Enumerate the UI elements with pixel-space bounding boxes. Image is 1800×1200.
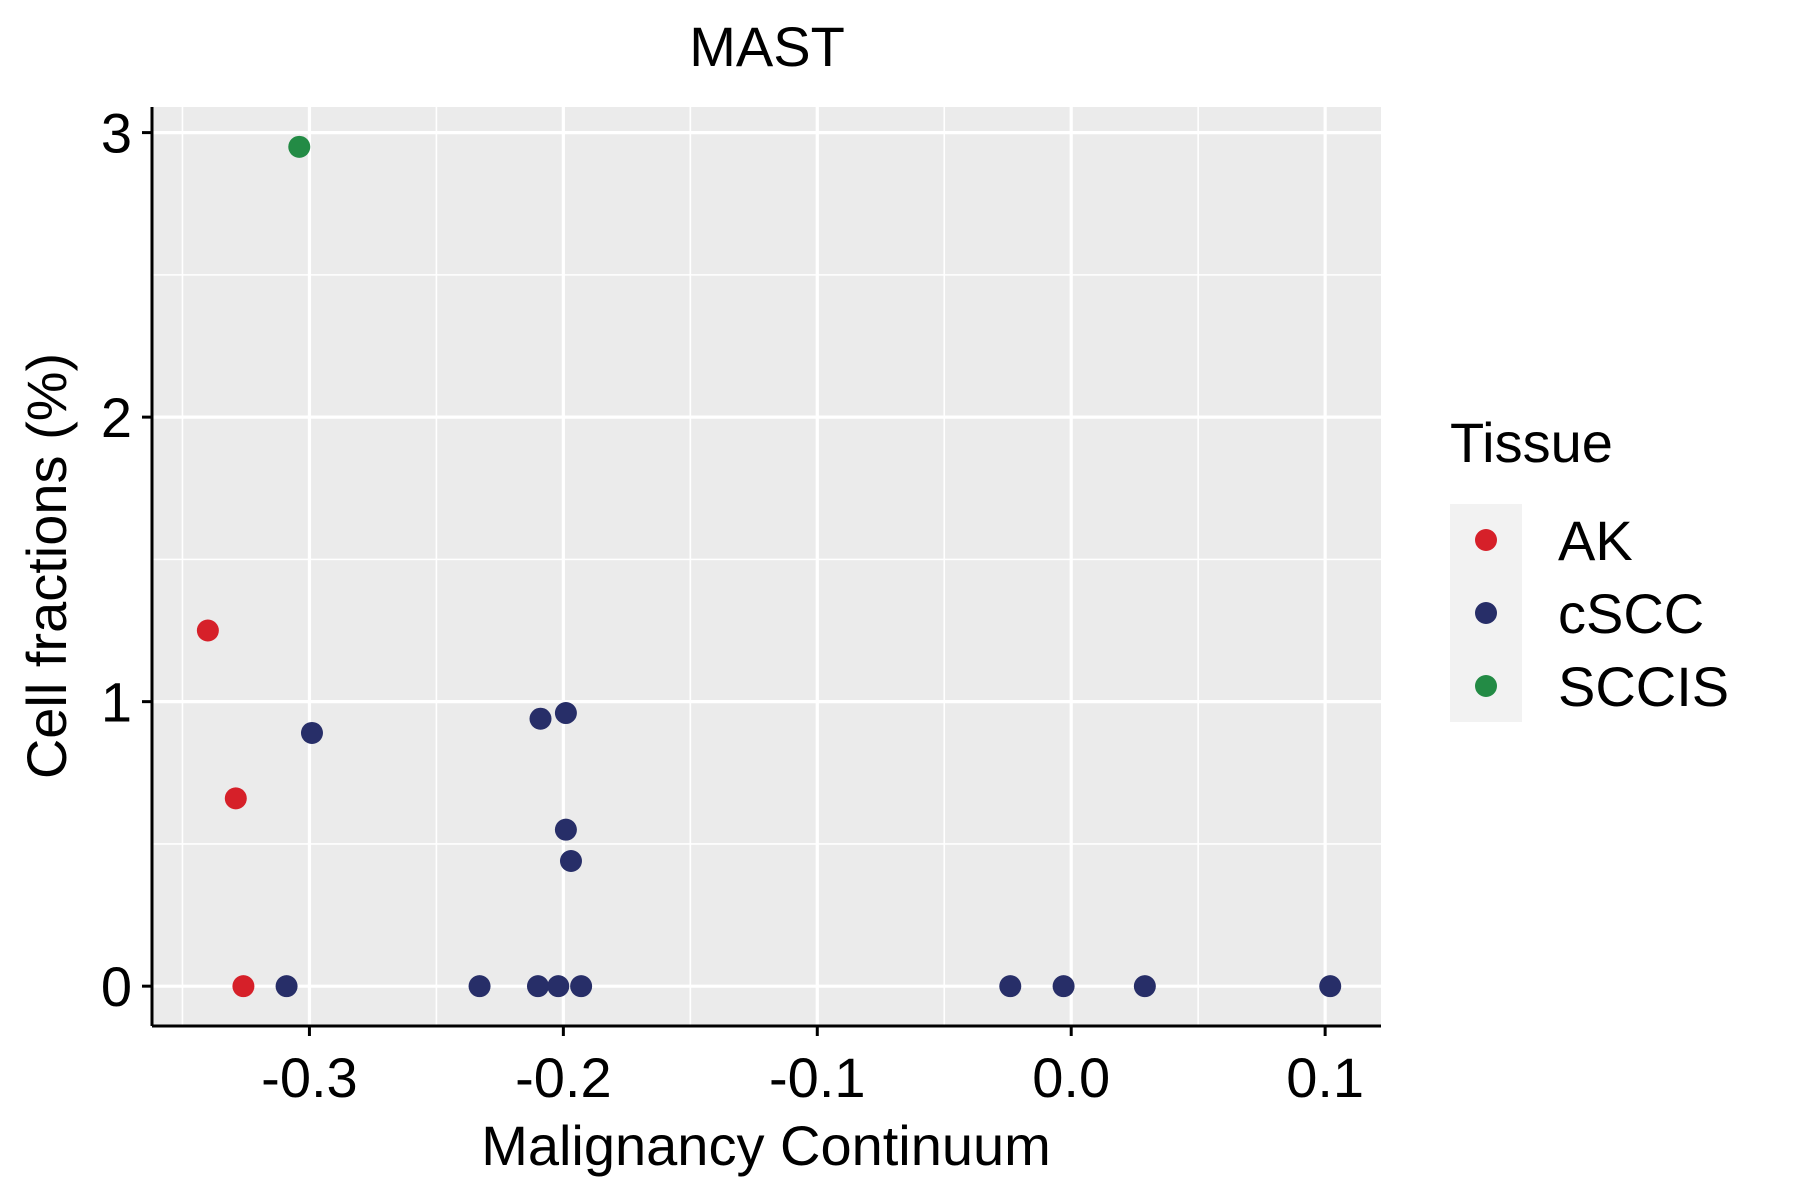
legend: Tissue AK cSCC SCCIS xyxy=(1450,411,1729,722)
minor-gridlines xyxy=(152,107,1381,1026)
data-point-cscc xyxy=(554,702,577,725)
data-point-cscc xyxy=(526,975,549,998)
data-point-ak xyxy=(196,619,219,642)
data-point-ak xyxy=(232,975,255,998)
legend-label-cscc: cSCC xyxy=(1558,582,1704,645)
data-point-cscc xyxy=(529,707,552,730)
y-axis-ticks: 0 1 2 3 xyxy=(101,102,152,1018)
data-point-cscc xyxy=(1133,975,1156,998)
major-gridlines xyxy=(152,107,1381,1026)
y-tick-label: 0 xyxy=(101,955,132,1018)
data-point-cscc xyxy=(999,975,1022,998)
x-tick-label: -0.1 xyxy=(769,1046,866,1109)
data-point-cscc xyxy=(559,849,582,872)
chart-title: MAST xyxy=(689,15,845,78)
legend-key-ak xyxy=(1475,529,1497,551)
data-point-cscc xyxy=(1319,975,1342,998)
legend-label-ak: AK xyxy=(1558,509,1633,572)
y-tick-label: 2 xyxy=(101,386,132,449)
data-point-ak xyxy=(224,787,247,810)
data-point-sccis xyxy=(288,135,311,158)
x-tick-label: -0.2 xyxy=(515,1046,612,1109)
x-tick-label: -0.3 xyxy=(261,1046,358,1109)
data-point-cscc xyxy=(547,975,570,998)
data-point-cscc xyxy=(300,721,323,744)
plot-panel xyxy=(152,107,1381,1026)
x-tick-label: 0.0 xyxy=(1032,1046,1110,1109)
x-axis-ticks: -0.3 -0.2 -0.1 0.0 0.1 xyxy=(261,1026,1364,1109)
legend-key-cscc xyxy=(1475,602,1497,624)
data-point-cscc xyxy=(468,975,491,998)
data-points xyxy=(196,135,1342,998)
y-axis-label: Cell fractions (%) xyxy=(15,353,78,779)
x-tick-label: 0.1 xyxy=(1286,1046,1364,1109)
legend-key-sccis xyxy=(1475,675,1497,697)
x-axis-label: Malignancy Continuum xyxy=(481,1114,1051,1177)
data-point-cscc xyxy=(275,975,298,998)
legend-title: Tissue xyxy=(1450,411,1613,474)
data-point-cscc xyxy=(554,818,577,841)
y-tick-label: 1 xyxy=(101,671,132,734)
y-tick-label: 3 xyxy=(101,102,132,165)
data-point-cscc xyxy=(570,975,593,998)
data-point-cscc xyxy=(1052,975,1075,998)
legend-label-sccis: SCCIS xyxy=(1558,655,1729,718)
